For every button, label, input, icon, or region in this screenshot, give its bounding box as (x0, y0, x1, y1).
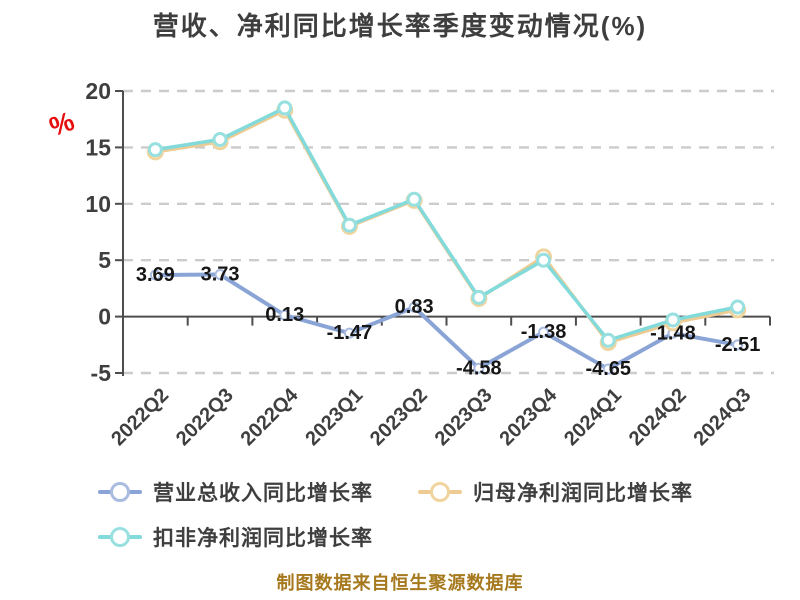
data-point-s2-2024Q3[interactable] (730, 299, 746, 315)
legend-label: 归母净利润同比增长率 (473, 482, 693, 505)
data-label-2023Q1: -1.47 (327, 322, 373, 344)
y-tick-label-0: 0 (98, 304, 111, 330)
x-tick-label-2022Q2: 2022Q2 (107, 384, 173, 450)
data-point-s2-2023Q3[interactable] (471, 289, 487, 305)
line-marker-icon (98, 526, 142, 548)
x-tick-label-2022Q4: 2022Q4 (237, 384, 304, 451)
data-source-note: 制图数据来自恒生聚源数据库 (276, 573, 524, 593)
x-tick-label-2023Q2: 2023Q2 (366, 384, 432, 450)
data-label-2023Q3: -4.58 (456, 357, 502, 379)
data-point-s0-2022Q2[interactable] (149, 269, 161, 281)
data-label-2024Q1: -4.65 (585, 358, 631, 380)
data-label-2023Q2: 0.83 (395, 296, 434, 318)
data-point-s0-2024Q1[interactable] (602, 363, 614, 375)
data-point-s0-2023Q3[interactable] (473, 362, 485, 374)
y-tick-label--5: -5 (91, 360, 112, 386)
data-label-2022Q4: 0.13 (265, 304, 304, 326)
data-point-s2-2022Q4[interactable] (277, 100, 293, 116)
data-label-2022Q2: 3.69 (136, 264, 175, 286)
x-tick-label-2023Q4: 2023Q4 (495, 384, 562, 451)
line-marker-icon (98, 481, 142, 503)
series-line-2 (153, 106, 740, 343)
data-point-s2-2022Q3[interactable] (212, 132, 228, 148)
series-line-0 (153, 272, 740, 372)
legend-label: 扣非净利润同比增长率 (153, 527, 373, 550)
y-tick-label-15: 15 (85, 134, 111, 160)
x-tick-label-2023Q1: 2023Q1 (301, 384, 367, 450)
data-point-s0-2022Q4[interactable] (279, 309, 291, 321)
x-tick-label-2022Q3: 2022Q3 (172, 384, 238, 450)
legend-item-net-profit-yoy[interactable]: 归母净利润同比增长率 (418, 479, 693, 505)
data-point-s0-2022Q3[interactable] (214, 269, 226, 281)
x-tick-label-2023Q3: 2023Q3 (431, 384, 497, 450)
data-point-s2-2023Q2[interactable] (406, 191, 422, 207)
legend-item-total-revenue-yoy[interactable]: 营业总收入同比增长率 (98, 479, 373, 505)
data-point-s2-2024Q2[interactable] (665, 312, 681, 328)
x-tick-label-2024Q2: 2024Q2 (625, 384, 691, 450)
data-label-2024Q3: -2.51 (715, 334, 761, 356)
data-point-s2-2023Q4[interactable] (536, 252, 552, 268)
data-label-2022Q3: 3.73 (201, 264, 240, 286)
x-tick-label-2024Q3: 2024Q3 (690, 384, 756, 450)
data-point-s2-2024Q1[interactable] (600, 332, 616, 348)
data-label-2024Q2: -1.48 (650, 322, 696, 344)
data-point-s0-2023Q2[interactable] (408, 301, 420, 313)
series-line-1 (153, 108, 740, 345)
data-point-s0-2024Q3[interactable] (732, 339, 744, 351)
data-point-s0-2023Q1[interactable] (343, 327, 355, 339)
line-marker-icon (418, 481, 462, 503)
x-tick-label-2024Q1: 2024Q1 (560, 384, 626, 450)
y-tick-label-20: 20 (85, 78, 111, 104)
y-tick-label-5: 5 (98, 247, 111, 273)
legend-label: 营业总收入同比增长率 (153, 482, 373, 505)
chart-title: 营收、净利同比增长率季度变动情况(%) (152, 11, 648, 41)
data-point-s0-2023Q4[interactable] (538, 326, 550, 338)
y-tick-label-10: 10 (85, 191, 111, 217)
legend-item-non-gaap-net-profit-yoy[interactable]: 扣非净利润同比增长率 (98, 524, 373, 550)
data-point-s2-2022Q2[interactable] (147, 142, 163, 158)
data-point-s2-2023Q1[interactable] (341, 217, 357, 233)
data-label-2023Q4: -1.38 (521, 321, 567, 343)
